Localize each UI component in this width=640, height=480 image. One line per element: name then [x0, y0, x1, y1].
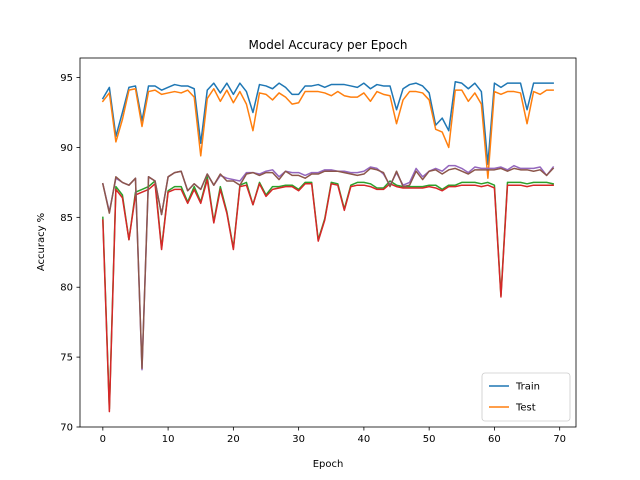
x-tick-label: 30: [292, 434, 305, 445]
legend-label: Train: [515, 382, 540, 393]
y-tick-label: 85: [60, 213, 73, 224]
x-tick-label: 50: [423, 434, 436, 445]
series-line-2: [101, 88, 554, 179]
y-axis: 70 75 80 85 90 95: [60, 73, 80, 434]
series-line-4: [102, 178, 554, 413]
y-axis-title: Accuracy %: [36, 213, 47, 271]
plot-frame: [79, 57, 577, 428]
chart-title: Model Accuracy per Epoch: [249, 38, 408, 52]
legend-label: Test: [515, 403, 536, 414]
y-tick-label: 70: [60, 423, 73, 434]
x-tick-label: 10: [162, 434, 175, 445]
y-tick-label: 90: [60, 143, 73, 154]
series-line-6: [101, 167, 555, 370]
y-tick-label: 95: [60, 73, 73, 84]
x-tick-label: 40: [358, 434, 371, 445]
x-tick-label: 70: [553, 434, 566, 445]
x-axis: 0 10 20 30 40 50 60 70: [100, 427, 566, 445]
legend-box: [481, 372, 571, 422]
plot-lines: [101, 81, 555, 413]
x-tick-label: 0: [100, 434, 106, 445]
legend: Train Test: [481, 372, 571, 422]
series-line-1: [101, 81, 554, 165]
y-tick-label: 80: [60, 283, 73, 294]
x-axis-title: Epoch: [313, 459, 344, 470]
x-tick-label: 60: [488, 434, 501, 445]
y-tick-label: 75: [60, 353, 73, 364]
x-tick-label: 20: [227, 434, 240, 445]
